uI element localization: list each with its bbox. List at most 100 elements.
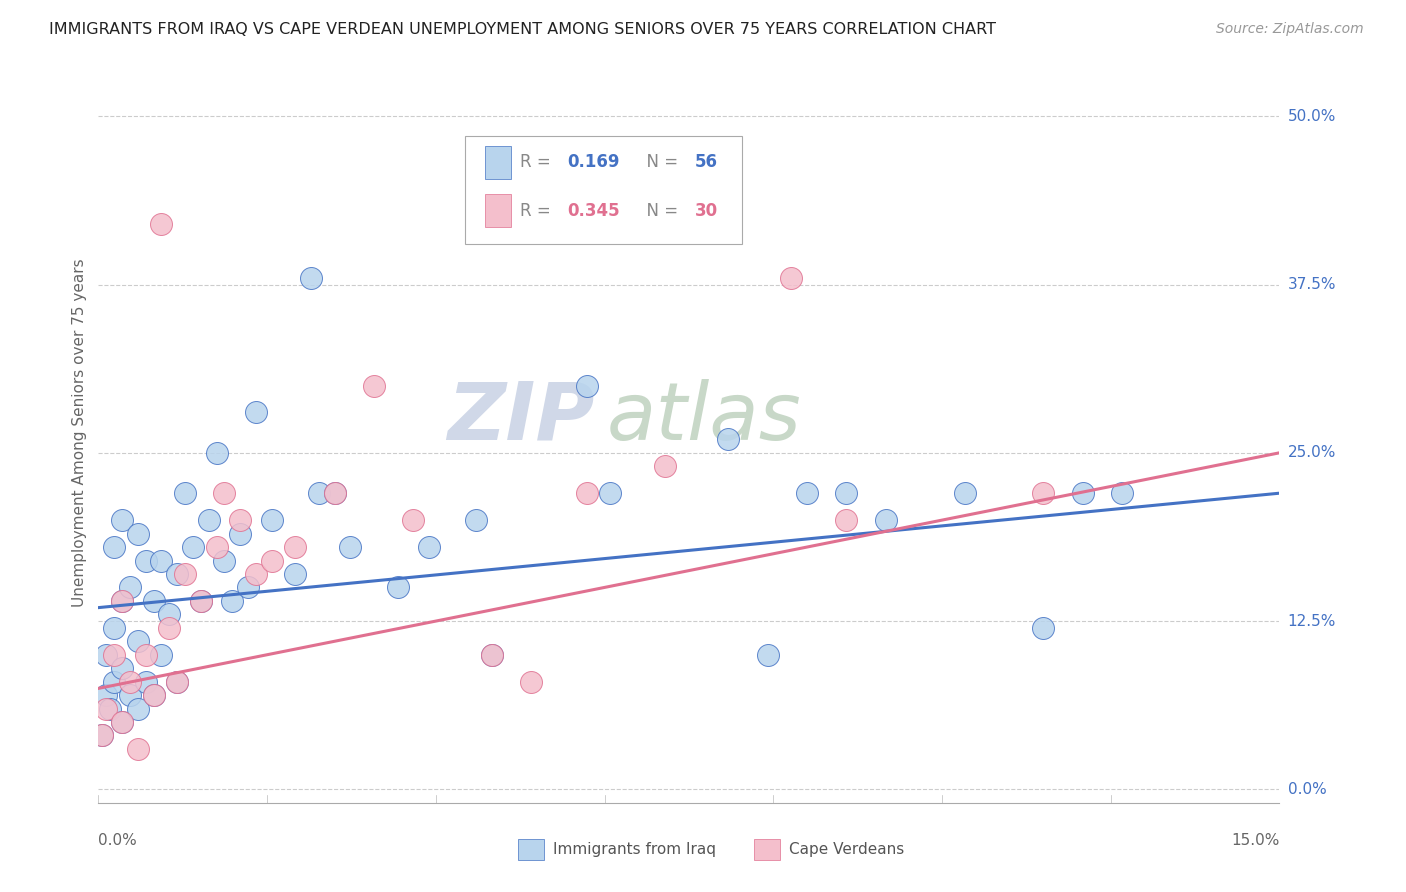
- Point: [599, 486, 621, 500]
- Point: [96, 701, 118, 715]
- Point: [575, 378, 598, 392]
- Point: [157, 607, 180, 622]
- Point: [205, 446, 228, 460]
- Point: [835, 513, 858, 527]
- Text: N =: N =: [636, 202, 683, 219]
- Point: [214, 553, 236, 567]
- Text: 12.5%: 12.5%: [1288, 614, 1336, 629]
- Point: [245, 566, 267, 581]
- Point: [111, 594, 134, 608]
- Point: [387, 581, 409, 595]
- Point: [308, 486, 330, 500]
- Point: [166, 674, 188, 689]
- Point: [236, 581, 259, 595]
- Point: [166, 674, 188, 689]
- Point: [299, 270, 322, 285]
- Point: [654, 459, 676, 474]
- Point: [481, 648, 503, 662]
- Bar: [485, 145, 510, 179]
- Point: [98, 701, 121, 715]
- Point: [245, 405, 267, 419]
- Text: 56: 56: [695, 153, 718, 171]
- Point: [103, 648, 125, 662]
- Point: [111, 714, 134, 729]
- Point: [142, 688, 165, 702]
- Text: Cape Verdeans: Cape Verdeans: [789, 842, 904, 857]
- Point: [197, 513, 219, 527]
- Point: [135, 674, 157, 689]
- Text: N =: N =: [636, 153, 683, 171]
- Point: [520, 674, 543, 689]
- Point: [190, 594, 212, 608]
- Point: [190, 594, 212, 608]
- Text: IMMIGRANTS FROM IRAQ VS CAPE VERDEAN UNEMPLOYMENT AMONG SENIORS OVER 75 YEARS CO: IMMIGRANTS FROM IRAQ VS CAPE VERDEAN UNE…: [49, 22, 997, 37]
- Bar: [517, 839, 544, 860]
- Point: [780, 270, 803, 285]
- Point: [150, 553, 173, 567]
- Point: [1032, 486, 1054, 500]
- Point: [481, 648, 503, 662]
- Text: 50.0%: 50.0%: [1288, 109, 1336, 124]
- Point: [284, 566, 307, 581]
- Point: [135, 648, 157, 662]
- Text: 15.0%: 15.0%: [1232, 833, 1279, 848]
- Point: [363, 378, 385, 392]
- Point: [575, 486, 598, 500]
- Point: [1111, 486, 1133, 500]
- Point: [111, 661, 134, 675]
- Point: [221, 594, 243, 608]
- Point: [150, 648, 173, 662]
- Point: [150, 217, 173, 231]
- Point: [118, 674, 141, 689]
- Point: [465, 513, 488, 527]
- Point: [339, 540, 361, 554]
- Text: 37.5%: 37.5%: [1288, 277, 1336, 292]
- Point: [166, 566, 188, 581]
- Point: [91, 729, 114, 743]
- Point: [717, 433, 740, 447]
- Point: [835, 486, 858, 500]
- Point: [96, 688, 118, 702]
- Text: Immigrants from Iraq: Immigrants from Iraq: [553, 842, 716, 857]
- Point: [174, 486, 197, 500]
- Point: [174, 566, 197, 581]
- FancyBboxPatch shape: [464, 136, 742, 244]
- Point: [953, 486, 976, 500]
- Point: [1032, 621, 1054, 635]
- Point: [229, 513, 252, 527]
- Point: [418, 540, 440, 554]
- Text: atlas: atlas: [606, 379, 801, 457]
- Point: [214, 486, 236, 500]
- Point: [875, 513, 897, 527]
- Point: [91, 729, 114, 743]
- Text: 25.0%: 25.0%: [1288, 445, 1336, 460]
- Point: [260, 553, 283, 567]
- Text: 0.0%: 0.0%: [98, 833, 138, 848]
- Point: [402, 513, 425, 527]
- Text: Source: ZipAtlas.com: Source: ZipAtlas.com: [1216, 22, 1364, 37]
- Text: R =: R =: [520, 153, 555, 171]
- Point: [142, 688, 165, 702]
- Point: [205, 540, 228, 554]
- Text: 30: 30: [695, 202, 718, 219]
- Point: [127, 701, 149, 715]
- Point: [796, 486, 818, 500]
- Point: [96, 648, 118, 662]
- Text: 0.169: 0.169: [567, 153, 620, 171]
- Bar: [485, 194, 510, 227]
- Text: ZIP: ZIP: [447, 379, 595, 457]
- Point: [103, 674, 125, 689]
- Point: [756, 648, 779, 662]
- Y-axis label: Unemployment Among Seniors over 75 years: Unemployment Among Seniors over 75 years: [72, 259, 87, 607]
- Point: [1071, 486, 1094, 500]
- Point: [284, 540, 307, 554]
- Point: [111, 513, 134, 527]
- Point: [103, 540, 125, 554]
- Point: [157, 621, 180, 635]
- Point: [127, 634, 149, 648]
- Point: [127, 742, 149, 756]
- Text: 0.345: 0.345: [567, 202, 620, 219]
- Point: [323, 486, 346, 500]
- Point: [111, 594, 134, 608]
- Point: [103, 621, 125, 635]
